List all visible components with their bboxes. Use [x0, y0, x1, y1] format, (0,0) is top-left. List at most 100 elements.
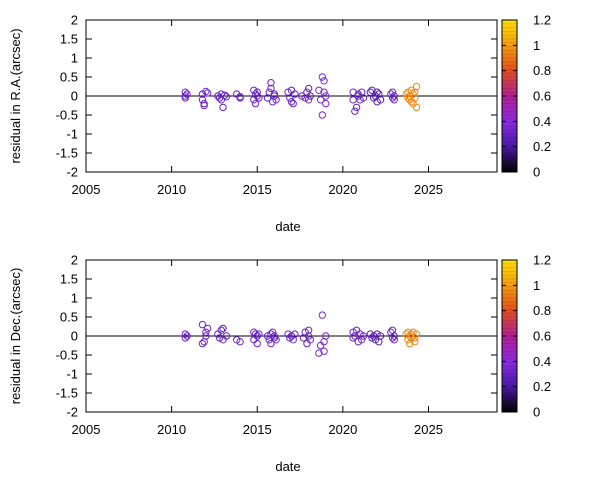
ra-data-point — [251, 99, 260, 108]
ra-data-point — [200, 101, 208, 110]
ra-data-point — [181, 92, 190, 100]
ra-data-point — [287, 98, 296, 106]
ra-data-point — [270, 92, 279, 100]
ra-data-point — [359, 94, 368, 102]
ra-y-tick-label: 1 — [71, 51, 78, 66]
dec-data-point — [359, 332, 368, 340]
ra-y-axis-title: residual in R.A.(arcsec) — [8, 28, 23, 163]
ra-y-tick-label: 2 — [71, 13, 78, 28]
ra-colorbar-tick-label: 1.2 — [533, 13, 551, 28]
dec-colorbar-tick-label: 0.2 — [533, 379, 551, 394]
dec-data-point — [183, 332, 191, 340]
ra-data-point — [183, 90, 191, 98]
ra-data-point — [255, 94, 263, 102]
ra-data-point — [322, 99, 330, 108]
ra-data-point — [368, 86, 376, 95]
ra-y-tick-label: 1.5 — [60, 32, 78, 47]
ra-colorbar-tick-label: 0.6 — [533, 89, 551, 104]
ra-data-point — [318, 111, 327, 119]
ra-y-tick-label: -1 — [66, 127, 78, 142]
ra-data-point — [412, 82, 421, 91]
dec-colorbar-ticks: 0 0.2 0.4 0.6 0.8 1 1.2 — [502, 253, 551, 420]
dec-data-point — [411, 334, 419, 342]
ra-data-point — [236, 93, 244, 101]
dec-data-point — [198, 320, 207, 329]
dec-data-point — [390, 336, 398, 344]
ra-data-point — [181, 94, 190, 102]
ra-data-point — [409, 99, 417, 108]
dec-data-point — [198, 339, 207, 348]
dec-y-tick-label: -2 — [66, 405, 78, 420]
dec-data-point — [349, 334, 357, 342]
dec-data-point — [291, 330, 299, 338]
ra-colorbar-ticks: 0 0.2 0.4 0.6 0.8 1 1.2 — [502, 13, 551, 180]
dec-y-tick-label: -1.5 — [56, 386, 78, 401]
dec-data-point — [255, 330, 263, 338]
ra-data-point — [200, 99, 208, 108]
ra-data-point — [267, 79, 275, 87]
ra-data-point — [407, 98, 416, 106]
dec-data-point — [270, 332, 279, 340]
ra-data-point — [316, 96, 325, 104]
dec-data-point — [222, 332, 231, 340]
dec-data-point — [272, 336, 280, 344]
dec-y-tick-label: -0.5 — [56, 348, 78, 363]
dec-colorbar-tick-label: 0.4 — [533, 354, 551, 369]
ra-colorbar-tick-label: 0.4 — [533, 114, 551, 129]
ra-data-point — [388, 88, 397, 96]
dec-points — [181, 311, 421, 357]
ra-data-point — [265, 88, 273, 96]
ra-colorbar-tick-label: 0.2 — [533, 139, 551, 154]
dec-y-tick-label: 0 — [71, 329, 78, 344]
ra-points — [181, 73, 421, 119]
ra-data-point — [349, 88, 357, 96]
ra-data-point — [289, 99, 297, 108]
dec-x-tick-label: 2005 — [72, 422, 101, 437]
dec-x-ticks: 2005 2010 2015 2020 2025 — [72, 260, 443, 437]
dec-y-tick-label: 1 — [71, 291, 78, 306]
ra-y-tick-label: -0.5 — [56, 108, 78, 123]
dec-y-tick-label: 1.5 — [60, 272, 78, 287]
ra-data-point — [390, 92, 398, 100]
dec-colorbar-tick-label: 0.6 — [533, 329, 551, 344]
ra-data-point — [351, 107, 359, 115]
ra-colorbar-tick-label: 0.8 — [533, 63, 551, 78]
ra-data-point — [286, 94, 294, 102]
dec-data-point — [315, 349, 323, 357]
ra-data-point — [388, 94, 397, 102]
dec-data-point — [219, 324, 227, 333]
dec-data-point — [270, 334, 279, 342]
ra-data-point — [304, 84, 313, 93]
ra-y-tick-label: -2 — [66, 165, 78, 180]
ra-y-tick-label: 0.5 — [60, 70, 78, 85]
ra-data-point — [320, 77, 328, 85]
ra-data-point — [272, 96, 280, 104]
dec-data-point — [388, 334, 397, 342]
dec-data-point — [217, 326, 225, 334]
dec-data-point — [203, 324, 212, 333]
ra-x-axis-title: date — [275, 219, 300, 234]
dec-y-tick-label: 0.5 — [60, 310, 78, 325]
dec-data-point — [390, 332, 398, 340]
dec-data-point — [318, 311, 327, 319]
dec-data-point — [303, 339, 311, 348]
dec-colorbar-tick-label: 0 — [533, 405, 540, 420]
dec-data-point — [236, 338, 244, 346]
dec-x-axis-title: date — [275, 459, 300, 474]
ra-data-point — [376, 96, 385, 104]
ra-data-point — [352, 103, 361, 112]
dec-data-point — [202, 328, 210, 336]
dec-data-point — [306, 336, 315, 344]
ra-colorbar-tick-label: 0 — [533, 165, 540, 180]
ra-data-point — [267, 84, 275, 93]
ra-data-point — [412, 103, 421, 112]
ra-data-point — [390, 96, 398, 104]
dec-data-point — [181, 334, 190, 342]
dec-x-tick-label: 2020 — [328, 422, 357, 437]
ra-data-point — [303, 88, 311, 96]
dec-colorbar-tick-label: 1.2 — [533, 253, 551, 268]
ra-y-tick-label: -1.5 — [56, 146, 78, 161]
dec-data-point — [358, 336, 366, 344]
ra-data-point — [203, 89, 212, 97]
